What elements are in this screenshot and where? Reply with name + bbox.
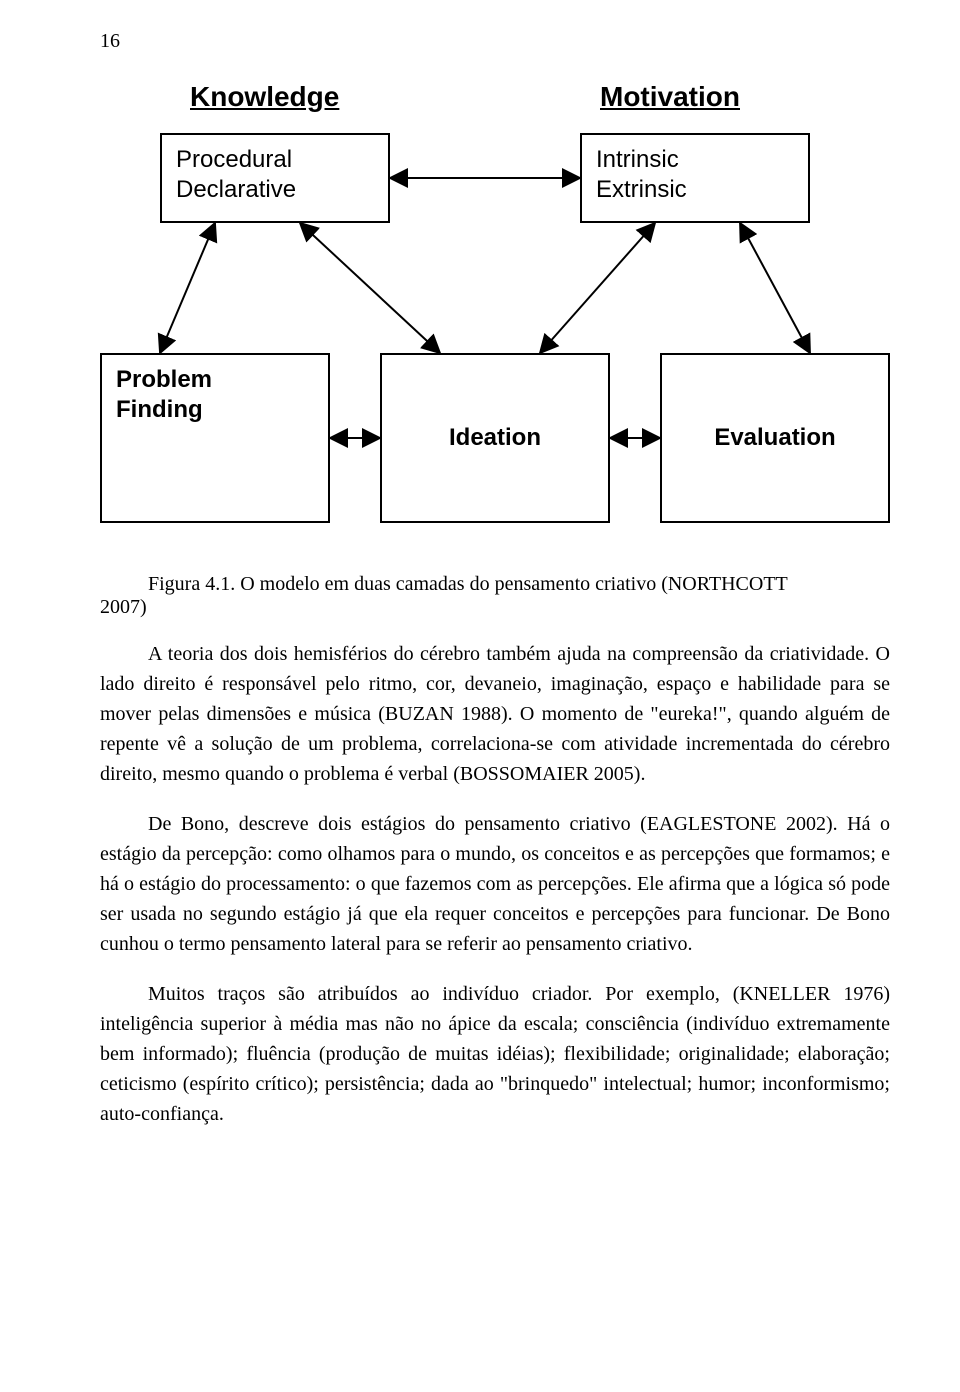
caption-year: 2007) bbox=[100, 596, 147, 619]
node-intrinsic-extrinsic: Intrinsic Extrinsic bbox=[580, 133, 810, 223]
caption-text: Figura 4.1. O modelo em duas camadas do … bbox=[148, 573, 788, 595]
node-line: Procedural bbox=[176, 145, 374, 175]
node-line: Intrinsic bbox=[596, 145, 794, 175]
paragraph-1: A teoria dos dois hemisférios do cérebro… bbox=[100, 639, 890, 789]
page: 16 Knowledge Motivation Procedural Decla… bbox=[0, 0, 960, 1189]
creativity-model-diagram: Knowledge Motivation Procedural Declarat… bbox=[100, 73, 890, 533]
node-ideation: Ideation bbox=[380, 353, 610, 523]
heading-knowledge: Knowledge bbox=[190, 81, 339, 113]
paragraph-3: Muitos traços são atribuídos ao indivídu… bbox=[100, 979, 890, 1129]
node-line: Extrinsic bbox=[596, 175, 794, 205]
node-line: Finding bbox=[116, 395, 314, 425]
node-line: Declarative bbox=[176, 175, 374, 205]
node-problem-finding: Problem Finding bbox=[100, 353, 330, 523]
page-number: 16 bbox=[100, 30, 890, 53]
figure-caption: Figura 4.1. O modelo em duas camadas do … bbox=[100, 573, 890, 619]
node-line: Ideation bbox=[449, 423, 541, 453]
node-evaluation: Evaluation bbox=[660, 353, 890, 523]
node-line: Evaluation bbox=[714, 423, 835, 453]
node-procedural-declarative: Procedural Declarative bbox=[160, 133, 390, 223]
paragraph-2: De Bono, descreve dois estágios do pensa… bbox=[100, 809, 890, 959]
heading-motivation: Motivation bbox=[600, 81, 740, 113]
node-line: Problem bbox=[116, 365, 314, 395]
